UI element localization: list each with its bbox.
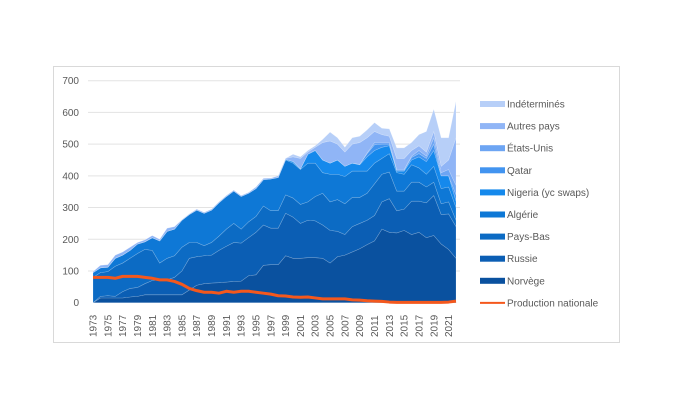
x-tick-label: 2017 <box>414 314 425 337</box>
x-tick-label: 2009 <box>355 314 366 337</box>
area-qatar <box>92 143 457 273</box>
area-algérie <box>92 153 457 278</box>
x-tick-label: 2007 <box>340 314 351 337</box>
area-états-unis <box>92 136 457 273</box>
y-tick-label: 200 <box>62 235 79 246</box>
legend-swatch <box>480 145 505 152</box>
x-tick-label: 1987 <box>192 314 203 337</box>
legend-swatch <box>480 101 505 107</box>
x-tick-label: 1999 <box>281 314 292 337</box>
y-axis-ticks: 0 100 200 300 400 500 600 700 <box>62 76 79 309</box>
x-tick-label: 2005 <box>326 314 337 337</box>
x-tick-label: 2001 <box>296 314 307 337</box>
legend-swatch <box>480 277 505 284</box>
legend: Indéterminés Autres pays États-Unis Qatar Ni… <box>480 100 599 309</box>
area-russie <box>92 194 457 303</box>
legend-swatch <box>480 189 505 196</box>
area-indéterminés <box>92 101 457 272</box>
area-nigeria-yc-swaps- <box>92 145 457 273</box>
x-tick-label: 1975 <box>103 314 114 337</box>
x-axis-ticks: 1973 1975 1977 1979 1981 1983 1985 1987 1989 1991… <box>89 314 456 337</box>
y-tick-label: 100 <box>62 266 79 277</box>
legend-label: États-Unis <box>507 142 553 155</box>
x-tick-label: 1995 <box>251 314 262 337</box>
x-tick-label: 1981 <box>148 314 159 337</box>
x-tick-label: 1977 <box>118 314 129 337</box>
legend-label: Pays-Bas <box>507 232 550 243</box>
x-tick-label: 2015 <box>400 314 411 337</box>
x-tick-label: 1993 <box>237 314 248 337</box>
legend-label: Autres pays <box>507 122 560 133</box>
x-tick-label: 1979 <box>133 314 144 337</box>
legend-swatch <box>480 211 505 218</box>
x-tick-label: 2013 <box>385 314 396 337</box>
x-tick-label: 2021 <box>444 314 455 337</box>
chart-frame <box>53 66 620 343</box>
x-tick-label: 2019 <box>429 314 440 337</box>
x-tick-label: 1985 <box>177 314 188 337</box>
x-tick-label: 1989 <box>207 314 218 337</box>
y-tick-label: 300 <box>62 203 79 214</box>
area-autres-pays <box>92 130 457 274</box>
y-tick-label: 500 <box>62 140 79 151</box>
x-tick-label: 1991 <box>222 314 233 337</box>
x-tick-label: 2003 <box>311 314 322 337</box>
legend-label: Norvège <box>507 276 545 287</box>
x-tick-label: 1997 <box>266 314 277 337</box>
x-tick-label: 2011 <box>370 315 381 337</box>
x-tick-label: 1973 <box>89 314 100 337</box>
area-pays-bas <box>92 171 457 304</box>
legend-swatch <box>480 123 505 130</box>
y-tick-label: 600 <box>62 108 79 119</box>
legend-swatch <box>480 233 505 240</box>
legend-swatch <box>480 255 505 262</box>
legend-label: Nigeria (yc swaps) <box>507 188 589 199</box>
line-production-nationale <box>93 274 457 304</box>
y-tick-label: 400 <box>62 171 79 182</box>
legend-swatch <box>480 167 505 174</box>
legend-label: Production nationale <box>507 298 599 309</box>
legend-label: Indéterminés <box>507 100 565 111</box>
legend-label: Russie <box>507 254 538 265</box>
line-series <box>93 274 457 304</box>
x-tick-label: 1983 <box>163 314 174 337</box>
y-tick-label: 0 <box>73 298 79 309</box>
y-tick-label: 700 <box>62 76 79 87</box>
area-series <box>91 101 457 304</box>
legend-label: Algérie <box>507 210 539 221</box>
legend-label: Qatar <box>507 166 533 177</box>
